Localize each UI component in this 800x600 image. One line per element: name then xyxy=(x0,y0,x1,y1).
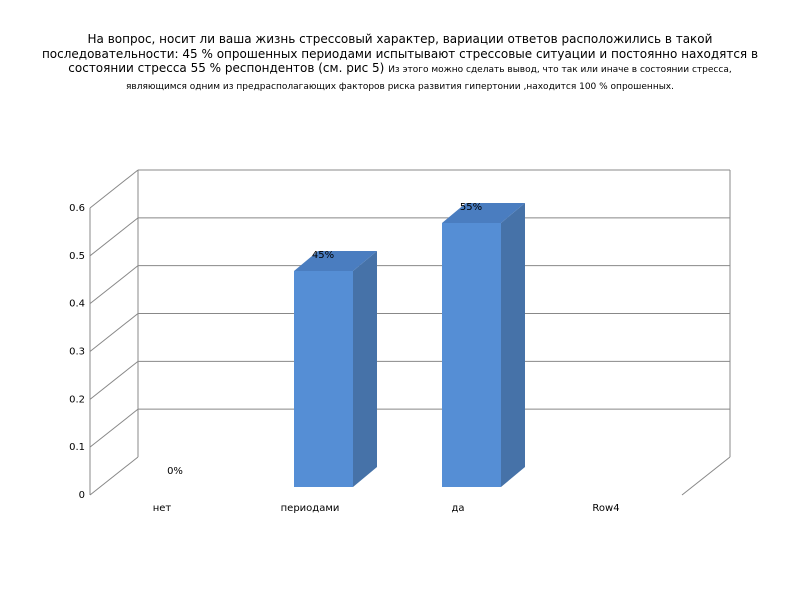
wall-tick xyxy=(89,456,139,496)
wall-tick xyxy=(89,408,139,448)
wall-tick xyxy=(89,217,139,257)
floor-edge xyxy=(681,456,731,496)
y-tick-label: 0.6 xyxy=(69,203,85,214)
x-tick-label: периодами xyxy=(281,503,340,514)
y-tick-label: 0.4 xyxy=(69,299,85,310)
value-label: 0% xyxy=(167,466,183,477)
y-tick-label: 0.3 xyxy=(69,347,85,358)
y-tick-label: 0 xyxy=(79,490,85,501)
bar-front xyxy=(294,271,353,487)
bar xyxy=(442,203,525,487)
x-tick-label: нет xyxy=(153,503,172,514)
value-label: 55% xyxy=(460,202,482,213)
x-tick-label: да xyxy=(451,503,464,514)
bar-front xyxy=(442,223,501,487)
bar-top xyxy=(442,203,525,223)
wall-tick xyxy=(89,265,139,305)
wall-tick xyxy=(89,169,139,209)
x-tick-label: Row4 xyxy=(592,503,619,514)
value-label: 45% xyxy=(312,250,334,261)
wall-tick xyxy=(89,313,139,352)
bar-side xyxy=(501,203,525,487)
bar-top xyxy=(294,251,377,271)
chart-title: На вопрос, носит ли ваша жизнь стрессовы… xyxy=(41,32,759,75)
bar xyxy=(294,251,377,487)
y-tick-label: 0.5 xyxy=(69,251,85,262)
y-tick-label: 0.1 xyxy=(69,442,85,453)
bar-side xyxy=(353,251,377,487)
wall-tick xyxy=(89,360,139,400)
chart-subtitle: Из этого можно сделать вывод, что так ил… xyxy=(126,65,732,92)
y-tick-label: 0.2 xyxy=(69,394,85,405)
title-block: На вопрос, носит ли ваша жизнь стрессовы… xyxy=(40,32,760,94)
